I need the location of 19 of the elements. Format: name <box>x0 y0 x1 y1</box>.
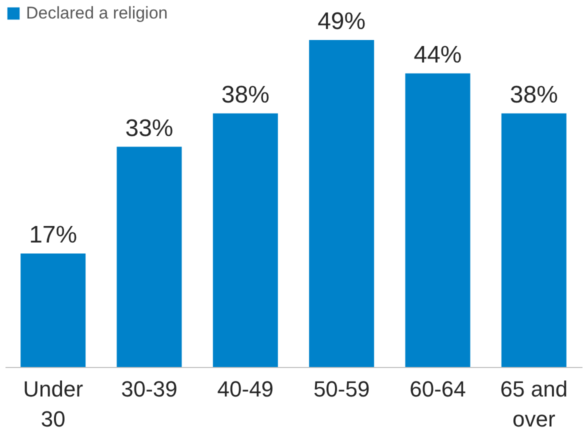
x-tick-label: 65 and over <box>500 376 568 432</box>
bar <box>20 254 86 367</box>
legend-label: Declared a religion <box>26 4 168 22</box>
x-tick-label: Under 30 <box>23 376 84 432</box>
bar <box>212 113 278 367</box>
bar <box>501 113 566 367</box>
bar <box>116 146 182 367</box>
x-tick-label: 60-64 <box>410 376 466 402</box>
data-label: 49% <box>318 8 366 35</box>
x-tick-label: 40-49 <box>217 376 274 402</box>
data-label: 17% <box>29 222 78 249</box>
data-label: 44% <box>414 41 462 68</box>
x-tick-label: 30-39 <box>121 376 178 402</box>
x-tick-label: 50-59 <box>313 376 370 402</box>
data-label: 38% <box>510 81 558 108</box>
bar <box>405 73 470 367</box>
data-label: 33% <box>125 114 174 142</box>
data-label: 38% <box>221 81 270 108</box>
bar <box>309 40 374 367</box>
